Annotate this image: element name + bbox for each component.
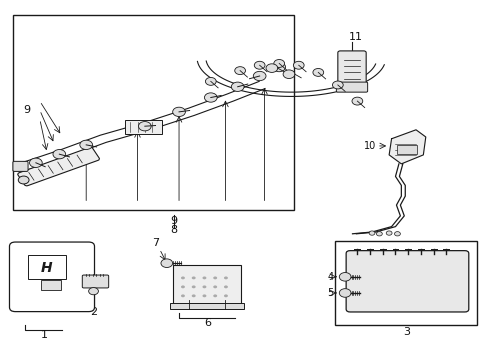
Circle shape [274, 59, 285, 67]
Circle shape [161, 259, 172, 267]
Text: H: H [40, 261, 52, 275]
Circle shape [376, 231, 382, 236]
Circle shape [213, 276, 217, 279]
Text: 2: 2 [90, 307, 97, 317]
Circle shape [224, 285, 228, 288]
FancyBboxPatch shape [18, 147, 99, 186]
Circle shape [266, 64, 278, 72]
Circle shape [181, 285, 185, 288]
Text: 9: 9 [23, 105, 30, 115]
Circle shape [192, 276, 196, 279]
Circle shape [192, 285, 196, 288]
Circle shape [369, 231, 375, 235]
Circle shape [352, 97, 363, 105]
FancyBboxPatch shape [82, 275, 109, 288]
Bar [397, 145, 417, 154]
Text: 4: 4 [327, 272, 334, 282]
Circle shape [80, 140, 93, 149]
Circle shape [29, 158, 42, 167]
FancyBboxPatch shape [336, 82, 368, 92]
FancyBboxPatch shape [173, 265, 241, 305]
Circle shape [273, 62, 286, 72]
Circle shape [181, 276, 185, 279]
Circle shape [53, 149, 66, 159]
Circle shape [235, 67, 245, 75]
Circle shape [202, 285, 206, 288]
FancyBboxPatch shape [338, 51, 366, 85]
Text: 10: 10 [364, 141, 376, 151]
Circle shape [339, 289, 351, 297]
Circle shape [313, 68, 324, 76]
Text: 5: 5 [327, 288, 334, 298]
Text: 1: 1 [41, 330, 48, 340]
FancyBboxPatch shape [9, 242, 95, 312]
Circle shape [231, 82, 244, 91]
Circle shape [394, 231, 400, 236]
Circle shape [332, 81, 343, 89]
Bar [13, 15, 294, 211]
Circle shape [224, 294, 228, 297]
Circle shape [339, 273, 351, 281]
Circle shape [192, 294, 196, 297]
Text: 9: 9 [171, 216, 178, 226]
Text: 11: 11 [349, 32, 363, 41]
Circle shape [213, 294, 217, 297]
Text: 3: 3 [403, 327, 410, 337]
Bar [170, 303, 244, 309]
Circle shape [202, 276, 206, 279]
FancyBboxPatch shape [13, 161, 28, 171]
Circle shape [181, 294, 185, 297]
Circle shape [89, 288, 98, 295]
Circle shape [253, 71, 266, 81]
Circle shape [202, 294, 206, 297]
Circle shape [204, 93, 217, 102]
Circle shape [283, 70, 295, 78]
Circle shape [172, 107, 185, 117]
Polygon shape [389, 130, 426, 164]
Bar [125, 121, 162, 134]
Circle shape [139, 122, 151, 131]
Bar [335, 241, 477, 325]
Circle shape [254, 61, 265, 69]
Circle shape [205, 77, 216, 85]
Circle shape [386, 231, 392, 235]
Text: 8: 8 [171, 225, 178, 235]
Circle shape [213, 285, 217, 288]
Ellipse shape [18, 176, 29, 184]
Text: 6: 6 [204, 319, 211, 328]
Circle shape [224, 276, 228, 279]
Text: 7: 7 [152, 238, 160, 248]
Bar [41, 280, 61, 291]
FancyBboxPatch shape [346, 251, 469, 312]
Circle shape [294, 61, 304, 69]
